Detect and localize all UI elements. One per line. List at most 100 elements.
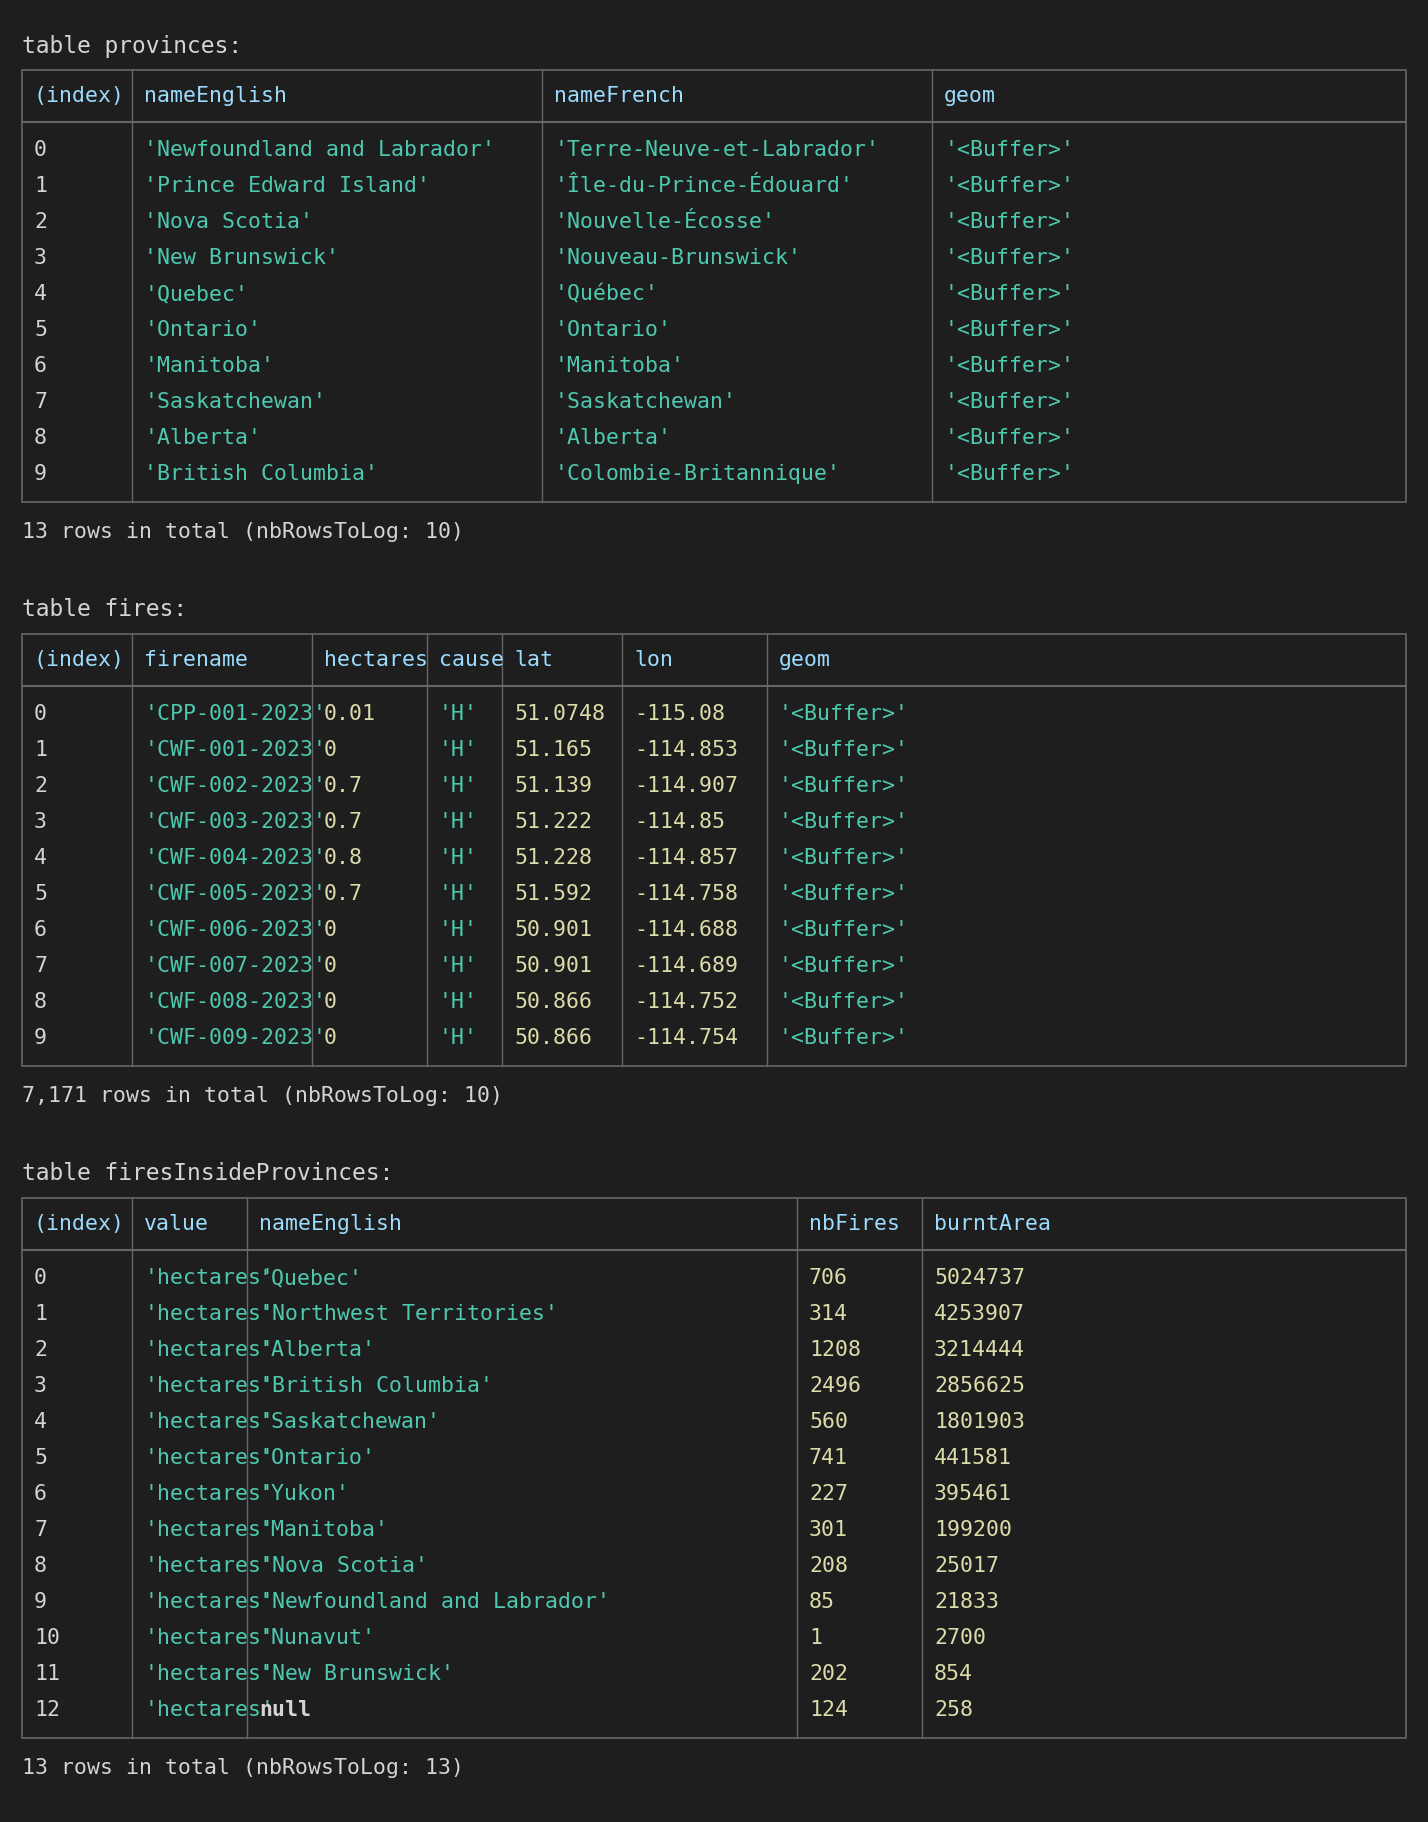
Text: 6: 6 — [34, 920, 47, 940]
Text: 'hectares': 'hectares' — [144, 1700, 274, 1720]
Text: 199200: 199200 — [934, 1520, 1012, 1540]
Text: 9: 9 — [34, 465, 47, 485]
Text: 'H': 'H' — [438, 776, 478, 796]
Text: 'CPP-001-2023': 'CPP-001-2023' — [144, 703, 326, 723]
Text: 'CWF-008-2023': 'CWF-008-2023' — [144, 991, 326, 1011]
Text: 'Ontario': 'Ontario' — [144, 321, 261, 341]
Text: 'Alberta': 'Alberta' — [258, 1339, 376, 1359]
Text: '<Buffer>': '<Buffer>' — [944, 211, 1074, 231]
Text: geom: geom — [780, 650, 831, 670]
Text: lat: lat — [514, 650, 553, 670]
Text: 51.165: 51.165 — [514, 740, 593, 760]
Text: 'Prince Edward Island': 'Prince Edward Island' — [144, 177, 430, 197]
Text: 50.901: 50.901 — [514, 920, 593, 940]
Text: 0: 0 — [34, 1268, 47, 1288]
Text: 7: 7 — [34, 1520, 47, 1540]
Text: -114.758: -114.758 — [634, 884, 738, 904]
Bar — [21, 634, 1407, 1066]
Text: 'Alberta': 'Alberta' — [144, 428, 261, 448]
Text: 50.866: 50.866 — [514, 1028, 593, 1048]
Text: 0: 0 — [324, 740, 337, 760]
Text: 0: 0 — [324, 991, 337, 1011]
Text: nbFires: nbFires — [810, 1213, 900, 1233]
Text: 'hectares': 'hectares' — [144, 1448, 274, 1469]
Text: nameFrench: nameFrench — [554, 86, 684, 106]
Text: 8: 8 — [34, 1556, 47, 1576]
Text: 3: 3 — [34, 1376, 47, 1396]
Text: '<Buffer>': '<Buffer>' — [944, 355, 1074, 375]
Text: 51.228: 51.228 — [514, 847, 593, 867]
Text: 560: 560 — [810, 1412, 848, 1432]
Text: 'Saskatchewan': 'Saskatchewan' — [144, 392, 326, 412]
Text: 'Northwest Territories': 'Northwest Territories' — [258, 1305, 558, 1325]
Text: 2: 2 — [34, 211, 47, 231]
Text: 'hectares': 'hectares' — [144, 1412, 274, 1432]
Text: 'Île-du-Prince-Édouard': 'Île-du-Prince-Édouard' — [554, 177, 853, 197]
Text: '<Buffer>': '<Buffer>' — [944, 248, 1074, 268]
Text: -114.689: -114.689 — [634, 957, 738, 977]
Text: 0: 0 — [34, 703, 47, 723]
Text: 0.8: 0.8 — [324, 847, 363, 867]
Text: null: null — [258, 1700, 311, 1720]
Text: table fires:: table fires: — [21, 598, 187, 621]
Text: 'CWF-003-2023': 'CWF-003-2023' — [144, 813, 326, 833]
Text: (index): (index) — [34, 650, 126, 670]
Text: 208: 208 — [810, 1556, 848, 1576]
Text: burntArea: burntArea — [934, 1213, 1051, 1233]
Text: '<Buffer>': '<Buffer>' — [944, 177, 1074, 197]
Text: 13 rows in total (nbRowsToLog: 13): 13 rows in total (nbRowsToLog: 13) — [21, 1758, 464, 1778]
Text: 441581: 441581 — [934, 1448, 1012, 1469]
Text: '<Buffer>': '<Buffer>' — [780, 740, 910, 760]
Text: 8: 8 — [34, 991, 47, 1011]
Text: hectares: hectares — [324, 650, 428, 670]
Text: 85: 85 — [810, 1592, 835, 1612]
Text: 'Colombie-Britannique': 'Colombie-Britannique' — [554, 465, 840, 485]
Text: 'H': 'H' — [438, 740, 478, 760]
Text: 'hectares': 'hectares' — [144, 1663, 274, 1684]
Text: 'Terre-Neuve-et-Labrador': 'Terre-Neuve-et-Labrador' — [554, 140, 880, 160]
Text: 'H': 'H' — [438, 957, 478, 977]
Text: '<Buffer>': '<Buffer>' — [944, 392, 1074, 412]
Text: 'H': 'H' — [438, 813, 478, 833]
Text: 'CWF-004-2023': 'CWF-004-2023' — [144, 847, 326, 867]
Text: 'CWF-007-2023': 'CWF-007-2023' — [144, 957, 326, 977]
Text: 12: 12 — [34, 1700, 60, 1720]
Text: 5: 5 — [34, 321, 47, 341]
Text: '<Buffer>': '<Buffer>' — [944, 465, 1074, 485]
Text: 'New Brunswick': 'New Brunswick' — [258, 1663, 454, 1684]
Text: 'Manitoba': 'Manitoba' — [258, 1520, 388, 1540]
Text: 202: 202 — [810, 1663, 848, 1684]
Text: 1: 1 — [34, 177, 47, 197]
Text: 9: 9 — [34, 1592, 47, 1612]
Text: 'Alberta': 'Alberta' — [554, 428, 671, 448]
Text: 'New Brunswick': 'New Brunswick' — [144, 248, 338, 268]
Text: 4253907: 4253907 — [934, 1305, 1025, 1325]
Text: -114.754: -114.754 — [634, 1028, 738, 1048]
Text: 'hectares': 'hectares' — [144, 1305, 274, 1325]
Text: 0.7: 0.7 — [324, 884, 363, 904]
Text: 'hectares': 'hectares' — [144, 1376, 274, 1396]
Text: 'H': 'H' — [438, 703, 478, 723]
Text: 4: 4 — [34, 1412, 47, 1432]
Text: table provinces:: table provinces: — [21, 35, 241, 58]
Text: 'Ontario': 'Ontario' — [258, 1448, 376, 1469]
Text: '<Buffer>': '<Buffer>' — [780, 884, 910, 904]
Text: 13 rows in total (nbRowsToLog: 10): 13 rows in total (nbRowsToLog: 10) — [21, 521, 464, 541]
Text: -114.857: -114.857 — [634, 847, 738, 867]
Text: 'Nova Scotia': 'Nova Scotia' — [258, 1556, 428, 1576]
Text: 'H': 'H' — [438, 991, 478, 1011]
Text: 258: 258 — [934, 1700, 972, 1720]
Text: 1208: 1208 — [810, 1339, 861, 1359]
Text: 0: 0 — [34, 140, 47, 160]
Text: 25017: 25017 — [934, 1556, 1000, 1576]
Text: -115.08: -115.08 — [634, 703, 725, 723]
Text: 'Yukon': 'Yukon' — [258, 1483, 350, 1503]
Text: 3: 3 — [34, 813, 47, 833]
Text: -114.688: -114.688 — [634, 920, 738, 940]
Text: 'CWF-005-2023': 'CWF-005-2023' — [144, 884, 326, 904]
Text: 'CWF-006-2023': 'CWF-006-2023' — [144, 920, 326, 940]
Bar — [21, 1199, 1407, 1738]
Text: 9: 9 — [34, 1028, 47, 1048]
Bar — [21, 69, 1407, 503]
Text: '<Buffer>': '<Buffer>' — [944, 428, 1074, 448]
